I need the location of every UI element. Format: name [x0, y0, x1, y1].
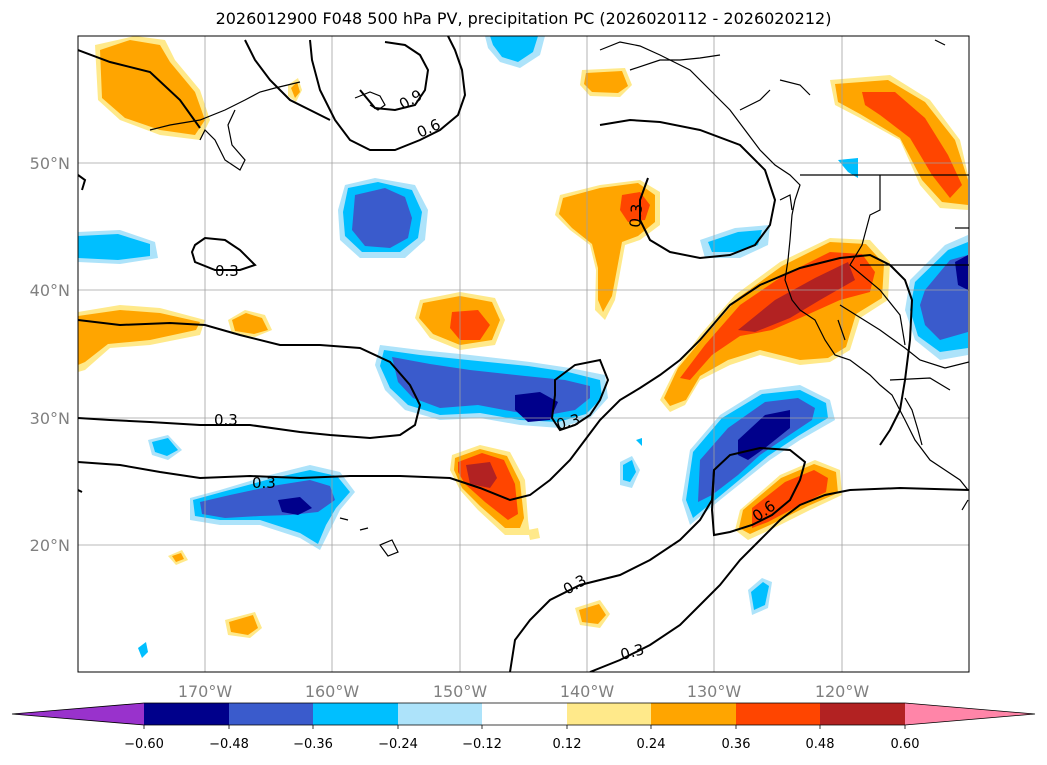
colorbar-tick-label: −0.12 [462, 737, 502, 752]
colorbar-extend-min [12, 703, 144, 725]
anomaly-ne-positive [830, 75, 968, 210]
longitude-labels: 170°W 160°W 150°W 140°W 130°W 120°W [178, 682, 870, 701]
anomaly-48n-negative [338, 178, 428, 258]
colorbar-segment [144, 703, 229, 725]
colorbar-tick-label: 0.36 [722, 737, 751, 752]
contour-label: 0.3 [626, 203, 646, 228]
contour-label: 0.3 [554, 410, 582, 434]
map-title: 2026012900 F048 500 hPa PV, precipitatio… [215, 9, 832, 28]
colorbar-segment [398, 703, 482, 725]
lat-label-30n: 30°N [30, 409, 70, 428]
anomaly-32n-negative [375, 345, 608, 428]
colorbar-tick-label: 0.60 [891, 737, 920, 752]
colorbar-ticks [143, 725, 906, 729]
colorbar-extend-max [905, 703, 1035, 725]
lon-label-170w: 170°W [178, 682, 233, 701]
lon-label-120w: 120°W [815, 682, 870, 701]
colorbar-tick-label: 0.12 [553, 737, 582, 752]
anomaly-top-center-negative [485, 36, 545, 68]
lon-label-140w: 140°W [560, 682, 615, 701]
colorbar-tick-label: 0.48 [806, 737, 835, 752]
anomaly-24n-negative [190, 465, 355, 550]
contour-label: 0.3 [215, 262, 239, 280]
colorbar-segment [229, 703, 313, 725]
colorbar-segment [820, 703, 905, 725]
lat-label-50n: 50°N [30, 154, 70, 173]
colorbar-tick-label: −0.60 [124, 737, 164, 752]
precip-shading [78, 36, 968, 658]
anomaly-47n-positive [555, 180, 660, 320]
colorbar-tick-label: 0.24 [637, 737, 666, 752]
map-frame [77, 35, 970, 673]
anomaly-west-coast-positive [660, 238, 890, 412]
colorbar-tick-label: −0.24 [378, 737, 418, 752]
colorbar-tick-label: −0.48 [209, 737, 249, 752]
latitude-labels: 50°N 40°N 30°N 20°N [30, 154, 70, 555]
anomaly-26n-center-positive [450, 445, 530, 535]
contour-label: 0.3 [618, 640, 646, 664]
colorbar-segment [651, 703, 736, 725]
colorbar-segment [736, 703, 820, 725]
anomaly-28n-negative [682, 385, 835, 525]
map-field: 0.9 0.6 0.3 0.3 0.3 0.3 0.3 0.6 0.3 0.3 [78, 36, 969, 672]
colorbar-segment [567, 703, 651, 725]
colorbar-tick-label: −0.36 [293, 737, 333, 752]
pv-contours [78, 36, 969, 672]
colorbar-segment [313, 703, 398, 725]
lat-label-40n: 40°N [30, 281, 70, 300]
lon-label-150w: 150°W [433, 682, 488, 701]
anomaly-nw-positive [95, 36, 210, 140]
contour-label: 0.3 [214, 411, 238, 429]
lon-label-160w: 160°W [305, 682, 360, 701]
gridlines [78, 36, 969, 672]
lon-label-130w: 130°W [687, 682, 742, 701]
contour-label: 0.3 [252, 474, 276, 492]
anomaly-east-negative [905, 235, 968, 360]
colorbar: −0.60 −0.48 −0.36 −0.24 −0.12 0.12 0.24 … [11, 702, 1036, 752]
coastlines [149, 39, 969, 557]
lat-label-20n: 20°N [30, 536, 70, 555]
colorbar-segment [482, 703, 567, 725]
